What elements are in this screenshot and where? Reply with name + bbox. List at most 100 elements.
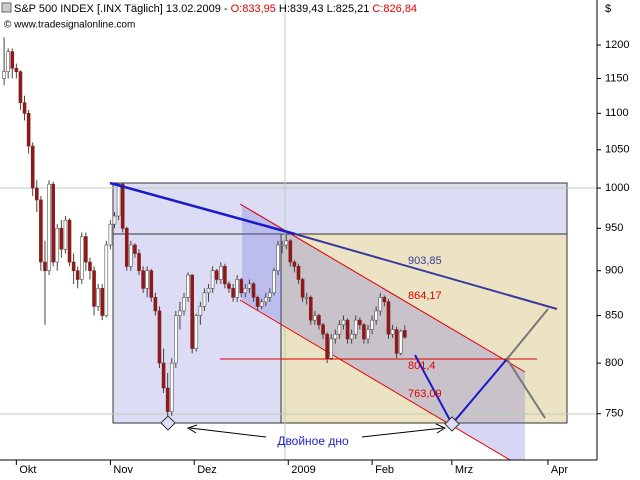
candle-body — [268, 292, 272, 298]
candle-body — [353, 319, 358, 335]
candle-body — [71, 261, 76, 272]
candle-body — [304, 296, 309, 299]
candle-body — [329, 338, 334, 359]
annotation: Двойное дно — [277, 434, 349, 448]
candle-body — [296, 266, 301, 280]
candle-body — [55, 228, 60, 263]
header-open: O:833,95 — [231, 3, 276, 15]
candle-body — [129, 244, 133, 267]
menu-icon[interactable] — [1, 2, 12, 13]
candle-body — [263, 296, 268, 303]
candle-body — [345, 319, 350, 340]
header-high-low: H:839,43 L:825,21 — [279, 3, 370, 15]
overlays: 903,85 864,17 801,4 763,09 Двойное дно — [109, 181, 558, 448]
candle-body — [284, 240, 289, 246]
source: © www.tradesignalonline.com — [4, 20, 135, 31]
candle-body — [272, 270, 276, 294]
candle-body — [186, 274, 190, 298]
y-tick-label: 1000 — [605, 182, 629, 194]
candle-body — [18, 71, 23, 104]
candle-body — [108, 223, 113, 246]
x-tick-label: Feb — [375, 464, 394, 476]
header-title: S&P 500 INDEX [.INX Täglich] 13.02.2009 … — [14, 3, 228, 15]
candle-body — [35, 187, 39, 201]
candle-body — [321, 324, 325, 335]
x-tick-label: Apr — [551, 464, 568, 476]
annotation: 763,09 — [408, 388, 442, 400]
candle-body — [292, 261, 297, 267]
candle-body — [75, 270, 80, 280]
candle-body — [337, 324, 342, 335]
candle-body — [88, 261, 92, 272]
annotation: 903,85 — [408, 255, 442, 267]
trend-line — [109, 181, 296, 236]
candle-body — [141, 270, 145, 289]
candle-body — [308, 296, 313, 321]
candle-body — [374, 310, 378, 321]
candle-body — [84, 236, 88, 263]
candles — [2, 37, 407, 423]
candle-body — [358, 319, 362, 326]
y-tick-label: 900 — [605, 265, 623, 277]
candle-body — [370, 319, 374, 330]
projection-up — [506, 308, 549, 360]
annotation: 864,17 — [408, 290, 442, 302]
channel — [242, 204, 525, 460]
candle-body — [288, 240, 293, 263]
candle-body — [6, 51, 10, 72]
candle-body — [26, 113, 31, 147]
candle-body — [378, 296, 383, 312]
trend-line — [294, 233, 558, 310]
candle-body — [333, 333, 338, 340]
x-tick-label: 2009 — [291, 464, 315, 476]
candle-body — [100, 288, 105, 316]
candle-body — [349, 333, 354, 340]
candle-body — [133, 244, 137, 254]
candle-body — [59, 228, 64, 250]
candle-body — [161, 362, 166, 389]
candle-body — [243, 288, 248, 294]
candle-body — [386, 301, 391, 335]
candle-body — [325, 333, 329, 359]
candle-body — [362, 324, 366, 340]
candle-body — [92, 270, 96, 307]
candle-body — [239, 279, 244, 294]
candle-body — [251, 283, 256, 298]
candle-body — [30, 145, 35, 189]
bottom-marker — [444, 416, 460, 432]
y-tick-label: 800 — [605, 357, 623, 369]
candle-body — [120, 183, 125, 229]
candle-body — [124, 228, 129, 267]
candle-body — [280, 244, 284, 247]
candle-body — [178, 310, 182, 316]
y-tick-label: 1150 — [605, 72, 629, 84]
candle-body — [390, 329, 395, 335]
candle-body — [165, 387, 170, 412]
annotation: 801,4 — [408, 360, 436, 372]
candle-body — [47, 183, 51, 272]
candle-body — [394, 329, 399, 354]
candle-body — [153, 296, 158, 312]
candle-body — [210, 270, 215, 289]
candle-body — [214, 270, 219, 280]
candle-body — [79, 236, 84, 280]
currency: $ — [605, 3, 611, 15]
projection-down — [506, 358, 546, 419]
candle-body — [247, 283, 252, 289]
candle-body — [219, 266, 223, 280]
candle-body — [10, 51, 15, 69]
header-close: C:826,84 — [372, 3, 417, 15]
y-tick-label: 1050 — [605, 144, 629, 156]
x-tick-label: Mrz — [455, 464, 473, 476]
candle-body — [96, 288, 100, 307]
y-tick-label: 750 — [605, 408, 623, 420]
candle-body — [198, 306, 203, 316]
channel-bottom — [239, 299, 511, 461]
candle-body — [149, 270, 154, 298]
candle-body — [231, 288, 235, 298]
arrow-head — [435, 423, 447, 434]
x-tick-label: Nov — [113, 464, 133, 476]
y-tick-label: 850 — [605, 309, 623, 321]
candle-body — [202, 292, 207, 307]
